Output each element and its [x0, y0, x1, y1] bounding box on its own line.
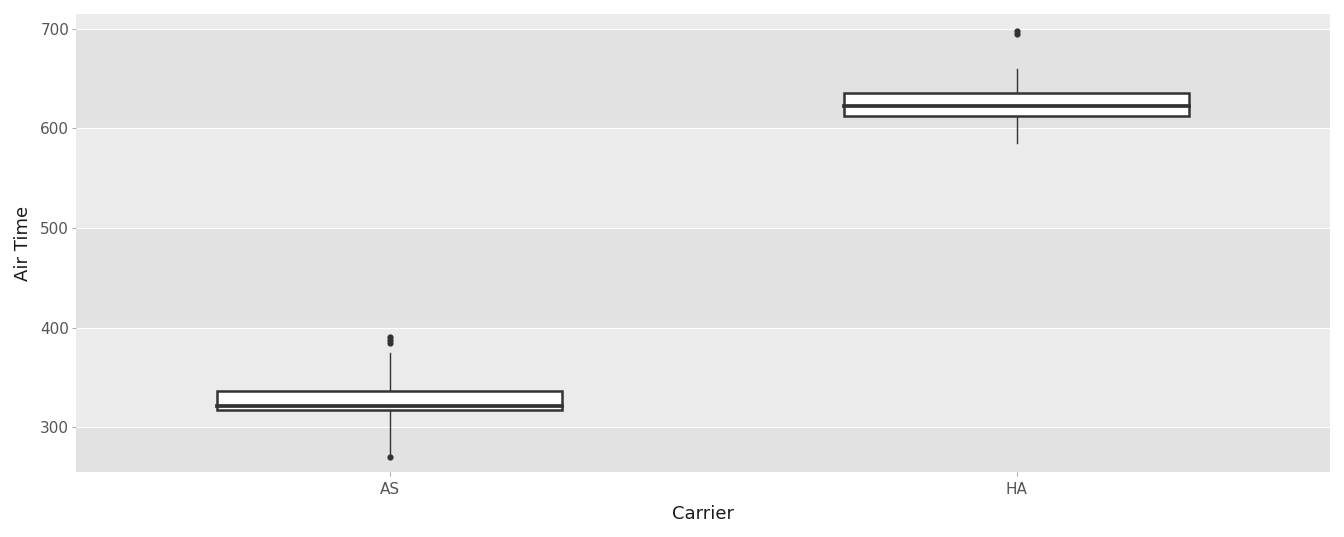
- Bar: [77, 328, 1331, 427]
- Bar: [77, 14, 1331, 29]
- Bar: [218, 391, 562, 410]
- Bar: [844, 92, 1189, 117]
- Bar: [77, 128, 1331, 228]
- Bar: [77, 228, 1331, 328]
- Bar: [77, 427, 1331, 472]
- Y-axis label: Air Time: Air Time: [13, 206, 32, 280]
- Bar: [77, 29, 1331, 128]
- X-axis label: Carrier: Carrier: [672, 505, 734, 523]
